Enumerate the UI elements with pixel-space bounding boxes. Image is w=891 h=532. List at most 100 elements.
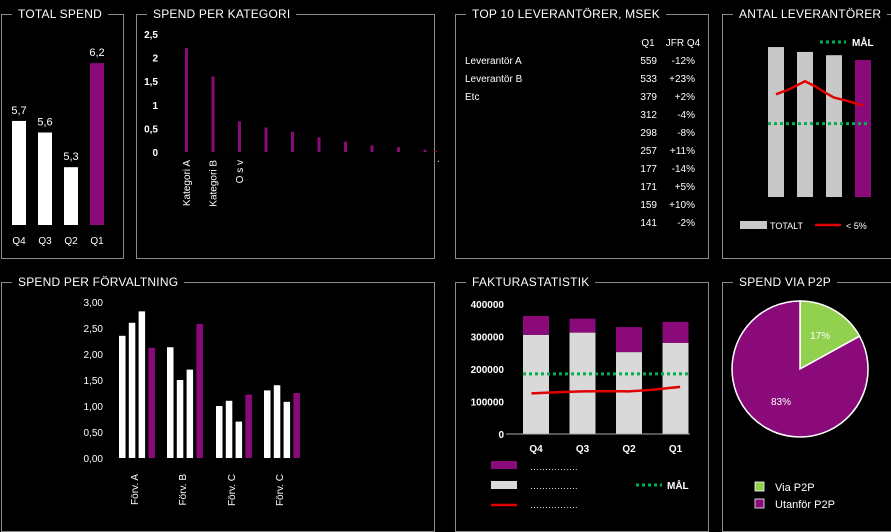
fakturastatistik-panel: FAKTURASTATISTIK [455, 275, 709, 532]
total-spend-category-label: Q2 [64, 236, 78, 247]
total-spend-bar-q1 [90, 63, 104, 225]
total-spend-category-label: Q3 [38, 236, 52, 247]
kategori-ytick-label: 1 [152, 101, 158, 112]
top10-header-q1: Q1 [641, 38, 655, 49]
forvaltning-ytick-label: 0,50 [84, 428, 104, 439]
spend-per-forvaltning-title: SPEND PER FÖRVALTNING [12, 275, 185, 289]
kategori-bar [211, 76, 215, 152]
forvaltning-bar [186, 369, 194, 458]
forvaltning-bar [138, 311, 146, 458]
forvaltning-bar [167, 347, 174, 458]
faktura-bar-bottom [616, 352, 642, 434]
legend-totalt-swatch [740, 221, 767, 229]
kategori-bar [344, 141, 347, 152]
kategori-bar [370, 145, 374, 152]
forvaltning-bar [196, 323, 203, 458]
p2p-legend-label: Via P2P [775, 482, 815, 494]
leverantorer-bar-q2 [826, 55, 842, 197]
faktura-bar-top [662, 321, 689, 343]
p2p-slice-label: 17% [810, 331, 830, 342]
faktura-legend-bottom-swatch [491, 481, 517, 489]
faktura-category-label: Q1 [669, 444, 683, 455]
p2p-legend-swatch [754, 481, 765, 492]
faktura-ytick-label: 0 [498, 430, 504, 441]
forvaltning-bar [176, 380, 184, 458]
faktura-red-line [531, 385, 681, 395]
antal-leverantorer-panel: ANTAL LEVERANTÖRER [722, 7, 891, 259]
legend-totalt-label: TOTALT [770, 221, 804, 231]
top10-q1-value: 177 [640, 164, 657, 175]
legend-under5-label: < 5% [846, 221, 867, 231]
faktura-category-label: Q2 [622, 444, 636, 455]
forvaltning-bar [283, 401, 291, 458]
top10-change-value: +23% [669, 74, 695, 85]
leverantorer-under5-line [775, 79, 864, 107]
top10-change-value: +5% [675, 182, 695, 193]
faktura-category-label: Q4 [529, 444, 543, 455]
top10-header-jfr: JFR Q4 [666, 38, 701, 49]
faktura-legend-top-swatch [491, 461, 517, 469]
faktura-ytick-label: 400000 [471, 300, 505, 311]
kategori-category-label: Kategori A [182, 160, 193, 206]
top10-q1-value: 159 [640, 200, 657, 211]
top10-change-value: -12% [672, 56, 695, 67]
top10-q1-value: 559 [640, 56, 657, 67]
spend-via-p2p-panel: SPEND VIA P2P [722, 275, 891, 532]
forvaltning-bar [148, 347, 155, 458]
top10-q1-value: 171 [640, 182, 657, 193]
kategori-bar [423, 149, 427, 152]
top10-supplier-name: Etc [465, 92, 479, 103]
kategori-bar [264, 127, 268, 152]
top10-change-value: +10% [669, 200, 695, 211]
top10-change-value: -2% [677, 218, 695, 229]
forvaltning-category-label: Förv. C [227, 474, 238, 506]
kategori-bar [291, 131, 294, 152]
fakturastatistik-title: FAKTURASTATISTIK [466, 275, 596, 289]
total-spend-category-label: Q1 [90, 236, 104, 247]
kategori-category-label: Kategori B [209, 160, 220, 207]
faktura-bar-top [523, 316, 549, 335]
faktura-bar-top [616, 327, 642, 353]
faktura-ytick-label: 300000 [471, 333, 505, 344]
forvaltning-bar [235, 421, 243, 458]
top10-supplier-name: Leverantör A [465, 56, 522, 67]
faktura-bar-bottom [569, 332, 596, 434]
kategori-category-label: O s v [235, 160, 246, 183]
kategori-ytick-label: 2 [152, 54, 158, 65]
faktura-ytick-label: 100000 [471, 398, 505, 409]
total-spend-value-label: 5,7 [11, 105, 26, 117]
total-spend-title: TOTAL SPEND [12, 7, 108, 21]
top10-change-value: -14% [672, 164, 695, 175]
kategori-bar [317, 137, 321, 152]
kategori-bar [185, 48, 188, 152]
kategori-ytick-label: 1,5 [144, 77, 158, 88]
kategori-ytick-label: 0,5 [144, 124, 158, 135]
total-spend-value-label: 5,6 [37, 117, 52, 129]
p2p-legend-swatch [754, 498, 765, 509]
leverantorer-bar-q4 [768, 47, 784, 197]
total-spend-bar-q4 [12, 120, 26, 225]
top10-q1-value: 533 [640, 74, 657, 85]
top10-q1-value: 379 [640, 92, 657, 103]
forvaltning-ytick-label: 1,00 [84, 402, 104, 413]
top10-q1-value: 312 [640, 110, 657, 121]
top10-q1-value: 257 [640, 146, 657, 157]
total-spend-bar-q2 [64, 167, 78, 225]
forvaltning-category-label: Förv. C [275, 474, 286, 506]
kategori-ytick-label: 2,5 [144, 30, 158, 41]
forvaltning-bar [264, 390, 271, 458]
top10-title: TOP 10 LEVERANTÖRER, MSEK [466, 7, 666, 21]
kategori-bar [397, 147, 400, 152]
faktura-bar-bottom [523, 334, 549, 434]
total-spend-panel: TOTAL SPEND [1, 7, 124, 259]
faktura-legend-bottom-label: ……………. [530, 481, 578, 491]
forvaltning-category-label: Förv. B [178, 474, 189, 506]
p2p-slice-via [799, 300, 861, 371]
top10-change-value: -8% [677, 128, 695, 139]
top10-q1-value: 298 [640, 128, 657, 139]
faktura-ytick-label: 200000 [471, 365, 505, 376]
leverantorer-bar-q1 [855, 60, 871, 197]
p2p-slice-label: 83% [771, 397, 791, 408]
total-spend-category-label: Q4 [12, 236, 26, 247]
